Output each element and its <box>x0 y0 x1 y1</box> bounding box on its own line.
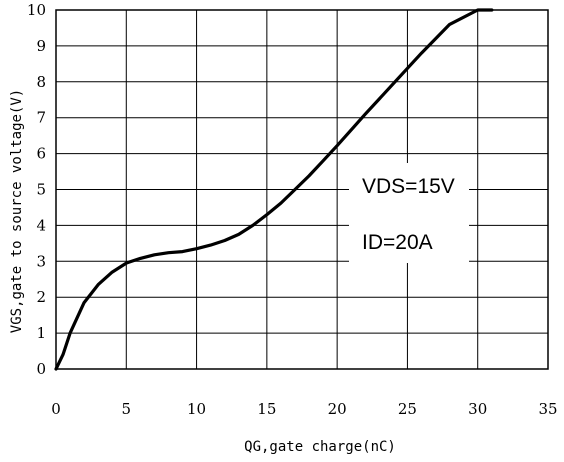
x-tick-label-2: 10 <box>187 400 206 418</box>
y-tick-label-5: 5 <box>36 181 46 199</box>
x-tick-label-0: 0 <box>51 400 61 418</box>
x-tick-label-4: 20 <box>328 400 347 418</box>
annotation-box <box>349 163 469 263</box>
x-tick-label-3: 15 <box>257 400 276 418</box>
y-tick-label-7: 7 <box>36 109 46 127</box>
annotation-background <box>349 163 469 263</box>
annotation-id: ID=20A <box>362 231 433 254</box>
y-axis-label: VGS,gate to source voltage(V) <box>9 89 25 333</box>
y-tick-label-0: 0 <box>36 360 46 378</box>
y-tick-label-4: 4 <box>36 216 46 234</box>
plot-frame <box>55 9 549 370</box>
y-tick-label-6: 6 <box>36 145 46 163</box>
x-tick-label-7: 35 <box>538 400 557 418</box>
y-tick-labels: 0 1 2 3 4 5 6 7 8 9 10 <box>27 1 46 378</box>
x-axis-label: QG,gate charge(nC) <box>244 439 396 455</box>
y-tick-label-3: 3 <box>36 252 46 270</box>
x-tick-label-5: 25 <box>398 400 417 418</box>
plot-border <box>55 9 549 370</box>
y-tick-label-1: 1 <box>36 324 46 342</box>
y-tick-label-10: 10 <box>27 1 46 19</box>
x-tick-labels: 0 5 10 15 20 25 30 35 <box>51 400 557 418</box>
x-tick-label-1: 5 <box>122 400 132 418</box>
y-tick-label-8: 8 <box>36 73 46 91</box>
series-line-0 <box>54 8 494 371</box>
x-tick-label-6: 30 <box>468 400 487 418</box>
annotation-vds: VDS=15V <box>362 175 455 198</box>
y-tick-label-2: 2 <box>36 288 46 306</box>
series-layer <box>54 8 494 371</box>
y-tick-label-9: 9 <box>36 37 46 55</box>
grid-lines <box>55 9 549 370</box>
